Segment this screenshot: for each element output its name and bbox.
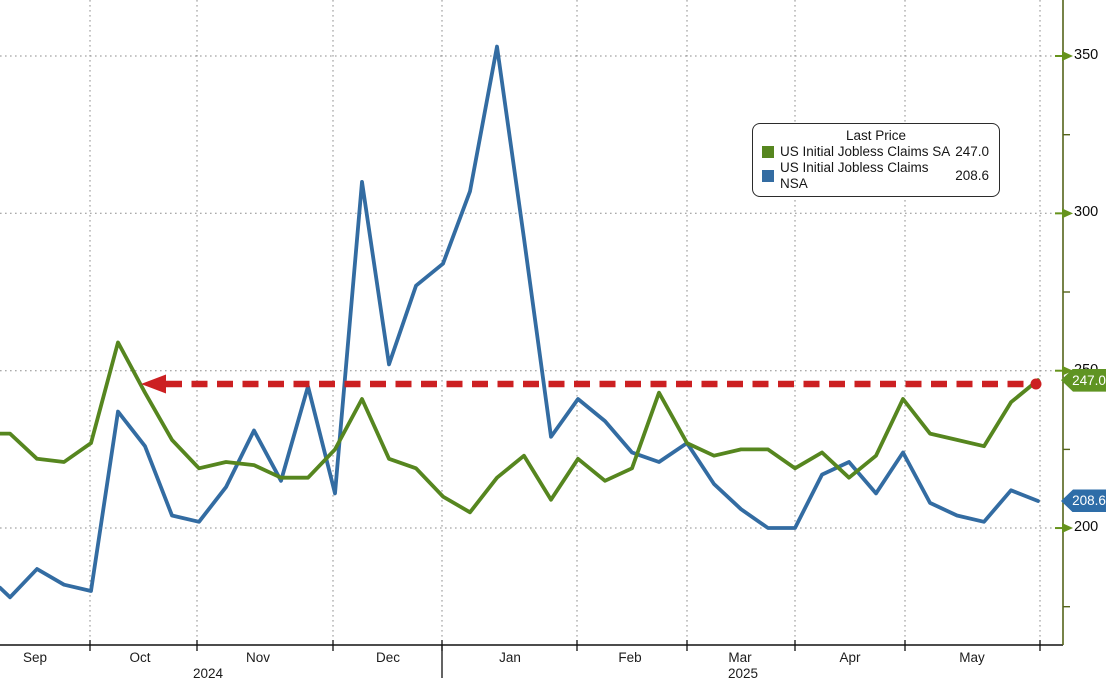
sa-line — [0, 340, 1040, 515]
nsa-line — [0, 44, 1040, 600]
y-tick-arrow-icon — [1062, 365, 1073, 376]
legend-value-nsa: 208.6 — [955, 168, 989, 183]
legend-label-nsa: US Initial Jobless Claims NSA — [780, 160, 929, 191]
sa-last-price-badge[interactable]: 247.0 — [1061, 368, 1106, 392]
legend-item-nsa[interactable]: US Initial Jobless Claims NSA 208.6 — [753, 160, 999, 192]
legend-value-sa: 247.0 — [955, 144, 989, 159]
legend-label-sa: US Initial Jobless Claims SA — [780, 144, 951, 159]
y-tick-arrow-icon — [1062, 208, 1073, 219]
y-tick-arrow-icon — [1062, 523, 1073, 534]
nsa-last-price-badge[interactable]: 208.6 — [1061, 489, 1106, 513]
legend-box: Last Price US Initial Jobless Claims SA … — [752, 123, 1000, 197]
legend-title: Last Price — [845, 128, 907, 143]
legend-item-sa[interactable]: US Initial Jobless Claims SA 247.0 — [753, 144, 999, 160]
sa-swatch-icon — [762, 146, 774, 158]
nsa-swatch-icon — [762, 170, 774, 182]
annotation-arrowhead-icon — [141, 374, 166, 394]
y-tick-arrow-icon — [1062, 51, 1073, 61]
annotation-end-dot-icon — [1030, 378, 1042, 390]
